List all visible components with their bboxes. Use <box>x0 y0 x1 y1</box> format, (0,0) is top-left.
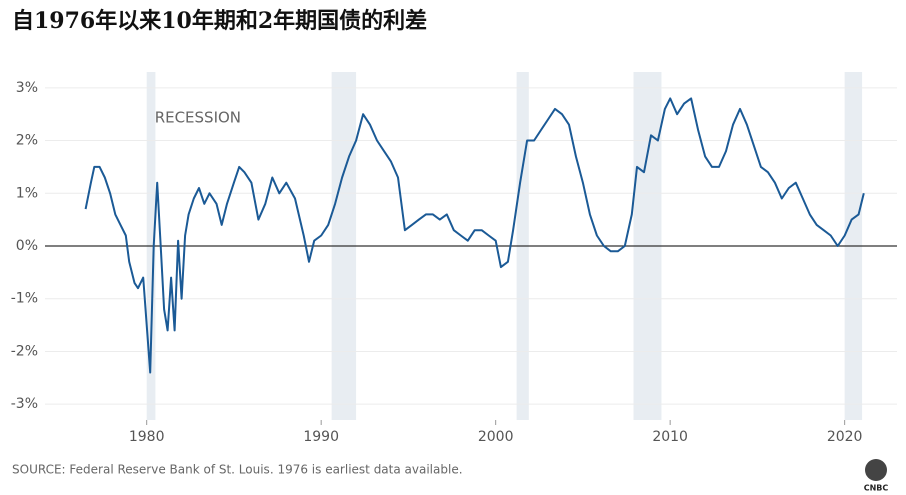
y-tick-label: -2% <box>11 343 38 359</box>
x-tick-label: 2010 <box>652 429 688 445</box>
x-tick-label: 2000 <box>478 429 514 445</box>
source-note: SOURCE: Federal Reserve Bank of St. Loui… <box>12 463 463 477</box>
logo: CNBC <box>864 484 889 493</box>
data-line <box>84 97 865 374</box>
y-tick-label: -1% <box>11 291 38 307</box>
y-tick-label: 0% <box>16 238 38 254</box>
chart-title: 自1976年以来10年期和2年期国债的利差 <box>12 8 427 34</box>
y-tick-label: 1% <box>16 185 38 201</box>
logo-mark <box>865 459 887 481</box>
y-tick-label: 3% <box>16 80 38 96</box>
x-tick-label: 1990 <box>303 429 339 445</box>
x-tick-label: 2020 <box>827 429 863 445</box>
x-tick-label: 1980 <box>129 429 165 445</box>
y-tick-label: 2% <box>16 133 38 149</box>
y-tick-label: -3% <box>11 396 38 412</box>
recession-label: RECESSION <box>155 109 241 127</box>
